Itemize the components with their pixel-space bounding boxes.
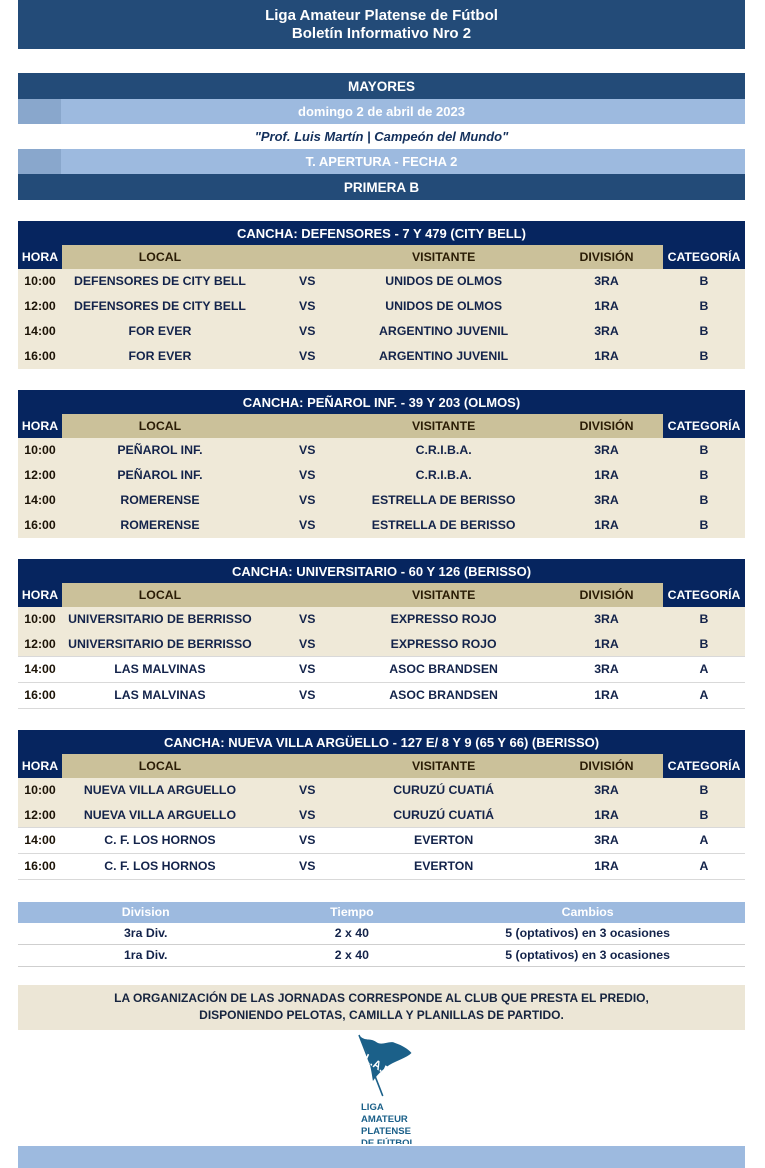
svg-text:DE FÚTBOL: DE FÚTBOL: [361, 1137, 416, 1144]
svg-text:PLATENSE: PLATENSE: [361, 1126, 411, 1137]
svg-text:LIGA: LIGA: [361, 1102, 384, 1113]
svg-text:AMATEUR: AMATEUR: [361, 1114, 408, 1125]
